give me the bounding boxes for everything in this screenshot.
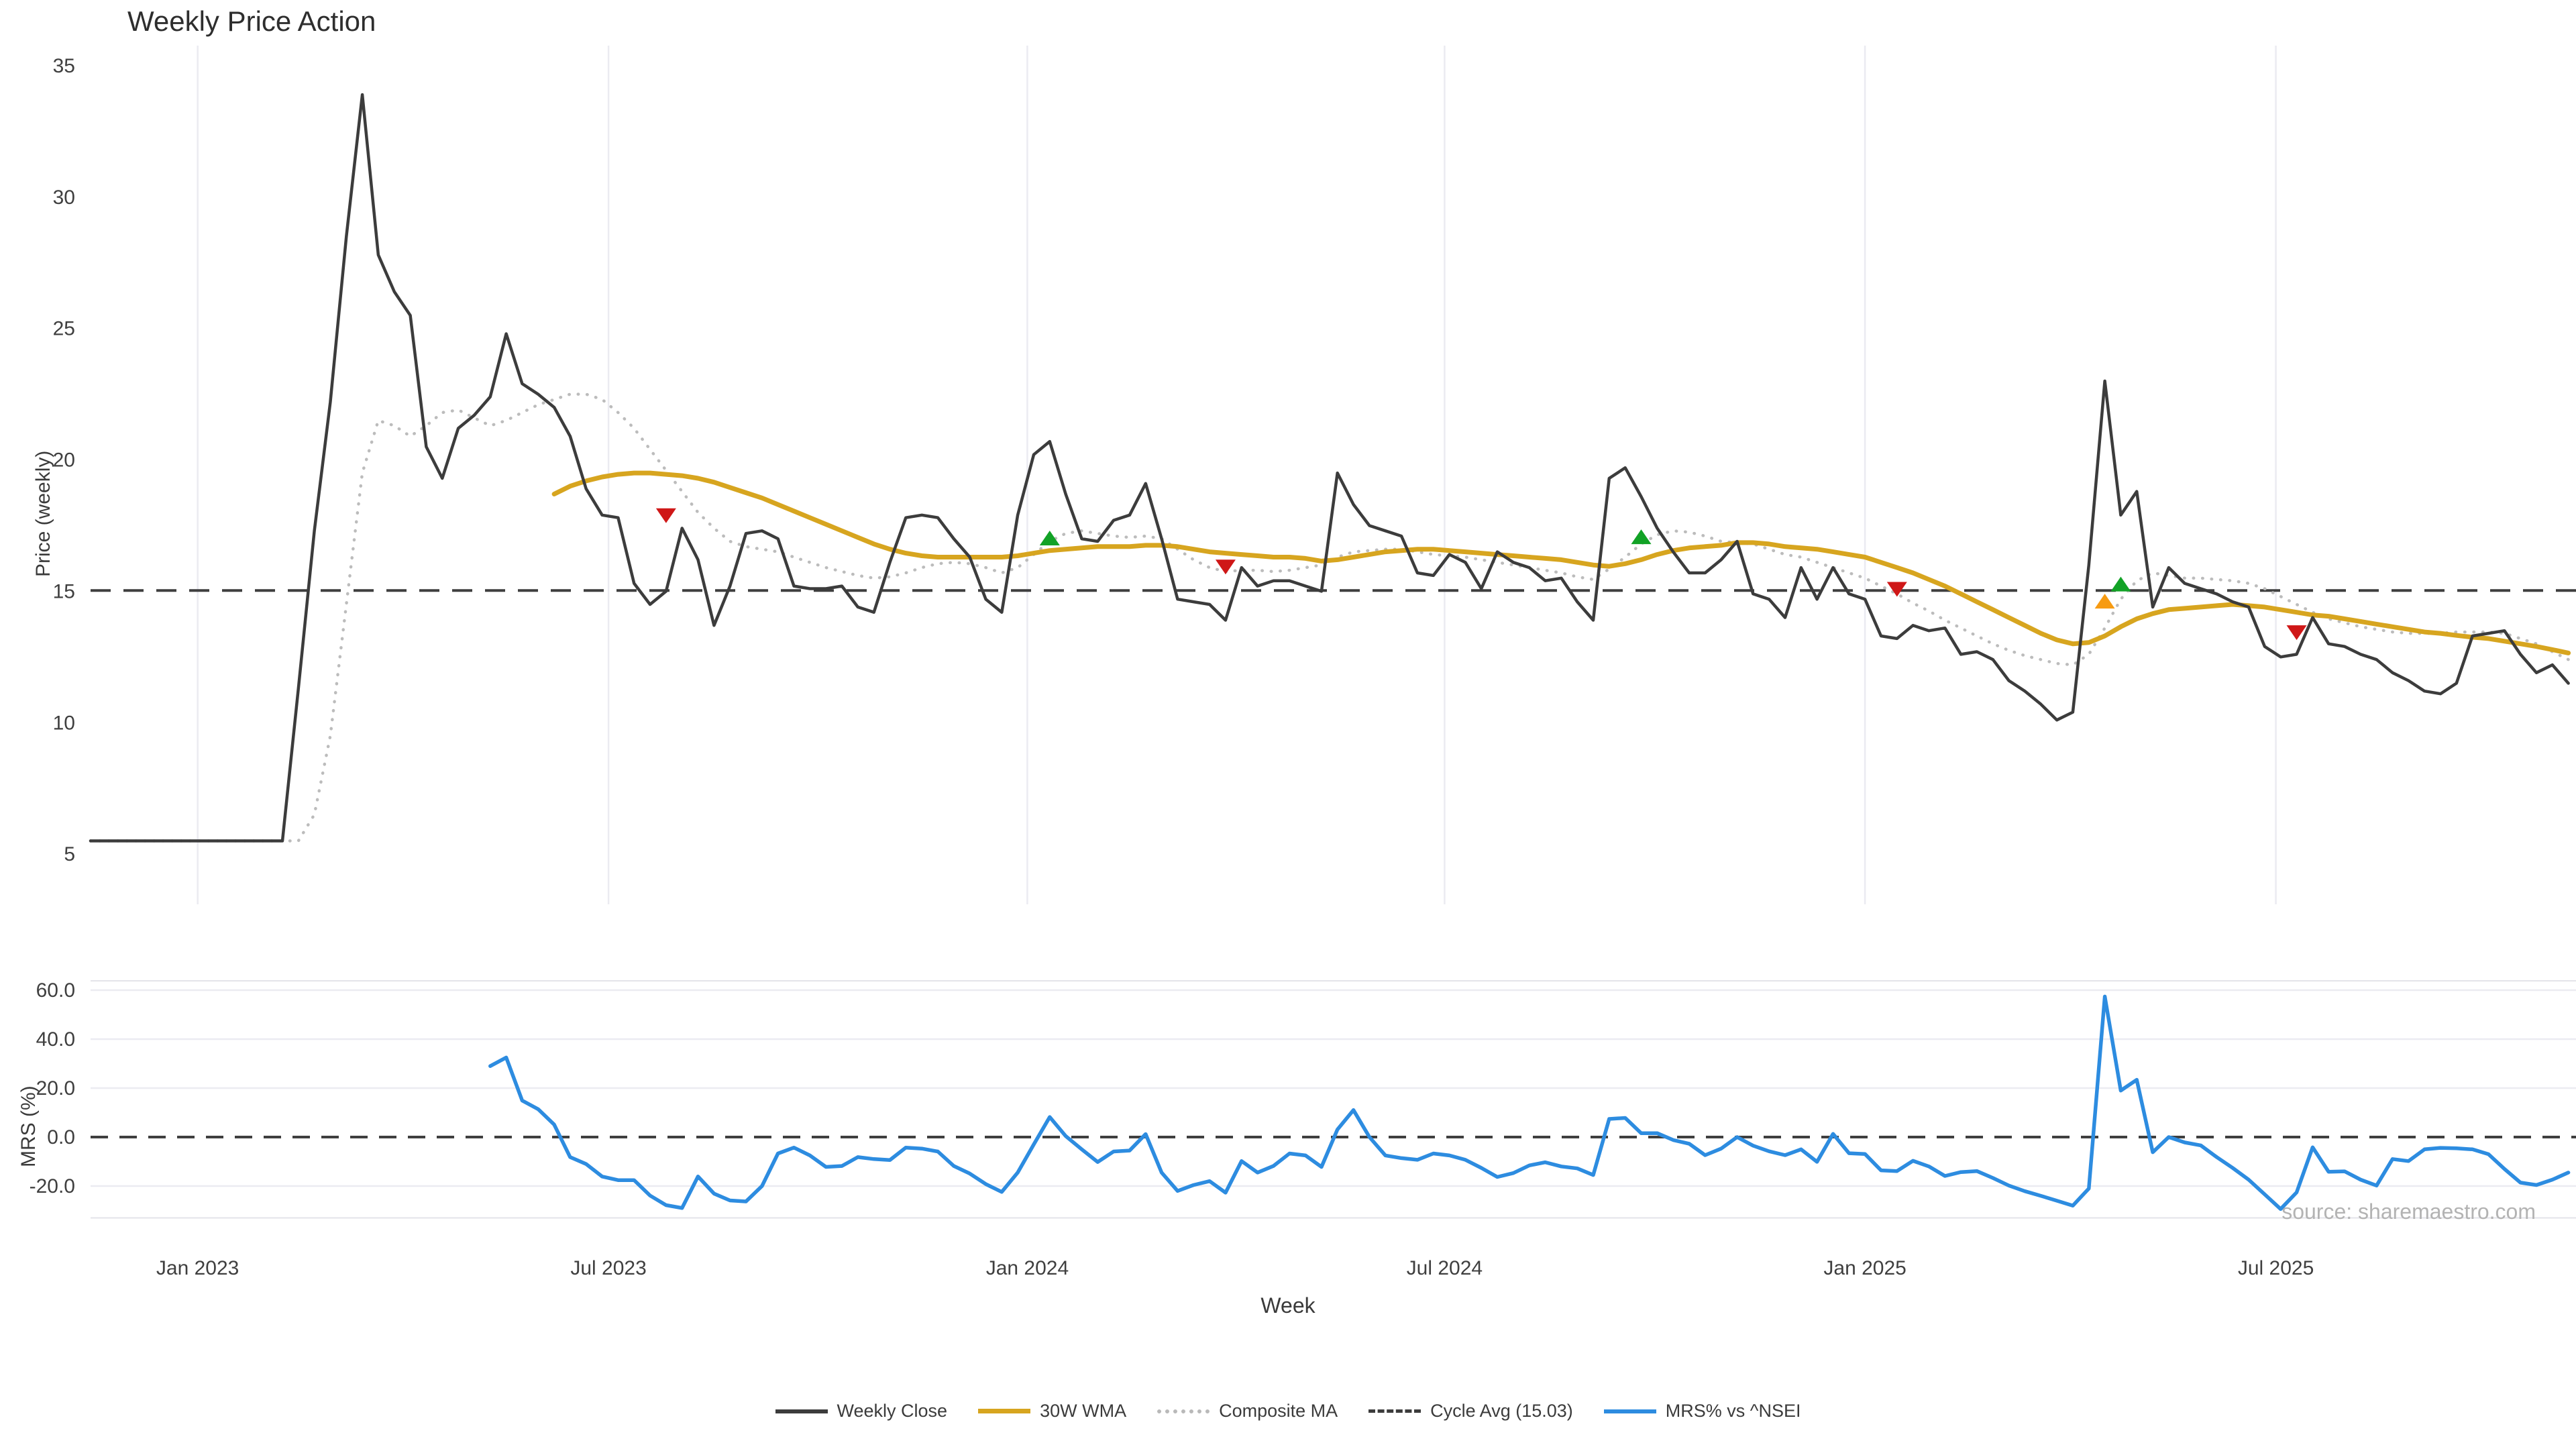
price-ytick-label: 35 — [53, 55, 75, 77]
xtick-label: Jan 2023 — [156, 1257, 239, 1279]
price-ytick-label: 20 — [53, 449, 75, 472]
sell-signal-marker[interactable] — [1215, 559, 1236, 575]
buy-signal-marker[interactable] — [1631, 529, 1652, 545]
legend-swatch — [1157, 1409, 1210, 1413]
x-axis-label: Week — [1260, 1293, 1316, 1318]
legend-item-mrs-vs-nsei[interactable]: MRS% vs ^NSEI — [1603, 1401, 1801, 1421]
legend-label: MRS% vs ^NSEI — [1665, 1401, 1801, 1421]
mrs-line[interactable] — [488, 994, 2571, 1212]
sell-signal-marker[interactable] — [1886, 582, 1907, 597]
legend-item-composite-ma[interactable]: Composite MA — [1157, 1401, 1338, 1421]
wma-line[interactable] — [551, 470, 2571, 655]
buy-signal-marker[interactable] — [1039, 531, 1060, 546]
sell-signal-marker[interactable] — [2286, 625, 2307, 641]
xtick-label: Jul 2025 — [2238, 1257, 2314, 1279]
price-ytick-label: 10 — [53, 712, 75, 734]
xtick-label: Jan 2024 — [986, 1257, 1069, 1279]
legend-label: Composite MA — [1219, 1401, 1338, 1421]
legend-swatch — [978, 1409, 1031, 1413]
legend-label: 30W WMA — [1040, 1401, 1127, 1421]
xtick-label: Jan 2025 — [1823, 1257, 1906, 1279]
legend-swatch — [1368, 1409, 1421, 1413]
price-ytick-label: 25 — [53, 318, 75, 340]
legend-item-cycle-avg-15-03[interactable]: Cycle Avg (15.03) — [1368, 1401, 1573, 1421]
composite-ma-line[interactable] — [89, 392, 2570, 843]
sell-signal-marker[interactable] — [655, 508, 676, 523]
chart-title: Weekly Price Action — [127, 5, 376, 37]
price-ytick-label: 15 — [53, 580, 75, 602]
legend-item-30w-wma[interactable]: 30W WMA — [978, 1401, 1126, 1421]
mrs-ytick-label: 60.0 — [36, 979, 75, 1002]
legend-label: Cycle Avg (15.03) — [1430, 1401, 1573, 1421]
accumulate-signal-marker[interactable] — [2094, 594, 2115, 609]
xtick-label: Jul 2024 — [1407, 1257, 1483, 1279]
legend-swatch — [775, 1409, 828, 1413]
mrs-ytick-label: 0.0 — [47, 1126, 75, 1148]
legend: Weekly Close 30W WMA Composite MA Cycle Avg… — [0, 1401, 2576, 1421]
buy-signal-marker[interactable] — [2110, 576, 2131, 592]
xtick-label: Jul 2023 — [570, 1257, 646, 1279]
legend-label: Weekly Close — [837, 1401, 948, 1421]
legend-item-weekly-close[interactable]: Weekly Close — [775, 1401, 948, 1421]
weekly-close-line[interactable] — [89, 93, 2570, 843]
price-ytick-label: 5 — [64, 843, 75, 865]
price-axis-label: Price (weekly) — [32, 450, 54, 577]
mrs-axis-label: MRS (%) — [17, 1085, 40, 1167]
source-watermark: source: sharemaestro.com — [2282, 1199, 2536, 1224]
mrs-ytick-label: 40.0 — [36, 1028, 75, 1051]
legend-swatch — [1603, 1409, 1656, 1413]
mrs-ytick-label: -20.0 — [30, 1175, 75, 1197]
price-ytick-label: 30 — [53, 186, 75, 209]
mrs-ytick-label: 20.0 — [36, 1077, 75, 1099]
